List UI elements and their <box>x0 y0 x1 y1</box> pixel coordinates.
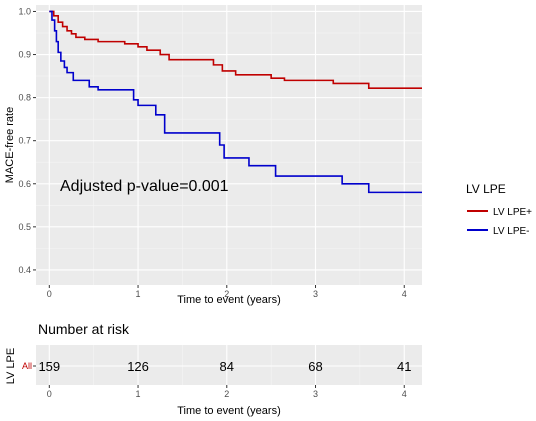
risk-table-title: Number at risk <box>38 321 130 337</box>
risk-x-tick-label: 2 <box>224 389 229 399</box>
risk-count: 126 <box>127 359 149 374</box>
risk-table-panel <box>36 345 422 385</box>
risk-count: 68 <box>308 359 322 374</box>
legend-label-lpe-minus: LV LPE- <box>493 226 530 237</box>
risk-x-tick-label: 3 <box>313 389 318 399</box>
risk-x-tick-label: 4 <box>402 389 407 399</box>
x-tick-label: 4 <box>402 289 407 299</box>
x-tick-label: 2 <box>224 289 229 299</box>
survival-curves <box>49 10 422 194</box>
risk-table-numbers: 159 126 84 68 41 <box>38 359 411 374</box>
risk-count: 159 <box>38 359 60 374</box>
curve-lv-lpe- <box>49 10 422 194</box>
curve-lv-lpe- <box>49 10 422 89</box>
risk-table-grid <box>36 345 422 385</box>
y-tick-label: 0.7 <box>18 136 31 146</box>
risk-table-strata: All <box>22 361 32 371</box>
legend-title: LV LPE <box>466 182 506 196</box>
x-axis-title: Time to event (years) <box>177 294 281 306</box>
y-axis-title: MACE-free rate <box>4 107 16 183</box>
x-tick-label: 3 <box>313 289 318 299</box>
grid-major <box>36 5 422 285</box>
legend-label-lpe-plus: LV LPE+ <box>493 207 532 218</box>
x-axis-ticks: 0 1 2 3 4 <box>47 285 407 299</box>
risk-table-x-ticks: 0 1 2 3 4 <box>47 385 407 399</box>
risk-count: 84 <box>220 359 234 374</box>
y-tick-label: 0.5 <box>18 222 31 232</box>
risk-table-y-title: LV LPE <box>5 348 17 385</box>
risk-x-tick-label: 0 <box>47 389 52 399</box>
y-tick-label: 0.8 <box>18 93 31 103</box>
y-tick-label: 0.6 <box>18 179 31 189</box>
y-tick-label: 0.4 <box>18 265 31 275</box>
risk-count: 41 <box>397 359 411 374</box>
x-tick-label: 1 <box>136 289 141 299</box>
y-axis-ticks: 0.4 0.5 0.6 0.7 0.8 0.9 1.0 <box>18 6 36 275</box>
x-tick-label: 0 <box>47 289 52 299</box>
risk-x-tick-label: 1 <box>136 389 141 399</box>
annotation-pvalue: Adjusted p-value=0.001 <box>60 178 229 195</box>
y-tick-label: 1.0 <box>18 6 31 16</box>
grid-minor <box>36 5 422 285</box>
y-tick-label: 0.9 <box>18 50 31 60</box>
plot-panel <box>36 5 422 285</box>
risk-table-x-title: Time to event (years) <box>177 405 281 417</box>
